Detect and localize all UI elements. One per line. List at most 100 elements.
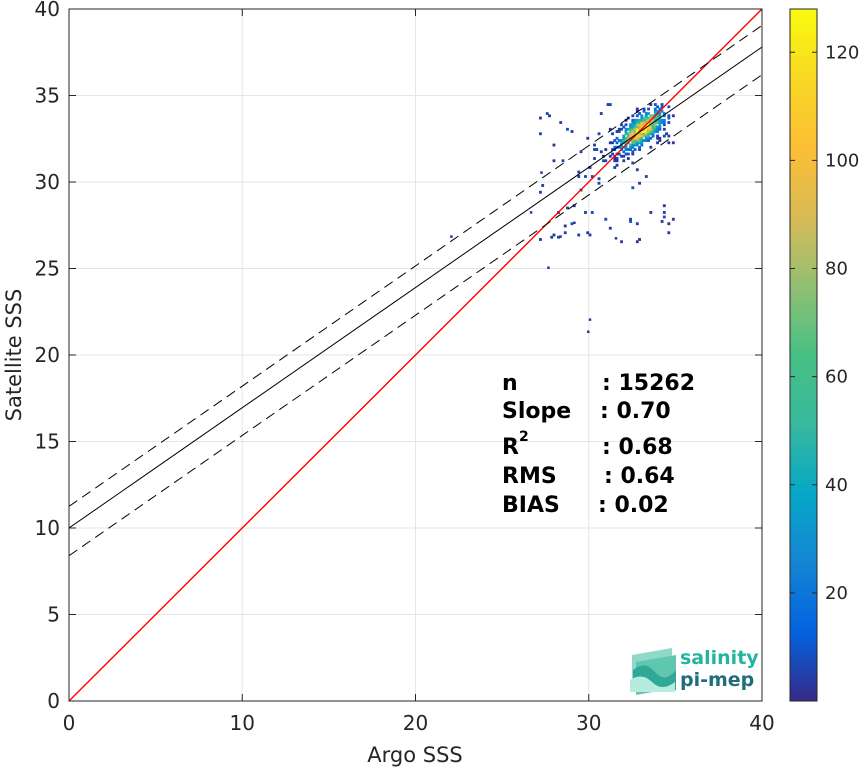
density-cell <box>599 112 603 115</box>
density-cell <box>635 121 639 124</box>
density-cell <box>611 141 614 145</box>
density-cell <box>640 114 644 118</box>
density-cell <box>656 125 659 129</box>
density-cell <box>584 175 587 178</box>
y-tick-label: 35 <box>35 84 60 108</box>
density-cell <box>658 121 662 124</box>
density-cell <box>620 127 623 131</box>
density-cell <box>631 114 635 118</box>
density-cell <box>651 123 655 127</box>
density-cell <box>572 204 576 208</box>
y-tick-label: 40 <box>35 0 60 21</box>
density-cell <box>539 190 542 194</box>
density-cell <box>597 177 601 181</box>
density-cell <box>631 132 635 136</box>
x-tick-label: 0 <box>63 711 76 735</box>
salinity-pimep-logo: salinity pi-mep <box>630 647 759 695</box>
y-tick-labels: 0 5 10 15 20 25 30 35 40 <box>35 0 60 713</box>
density-cell <box>617 130 621 133</box>
x-axis-title: Argo SSS <box>367 743 462 767</box>
density-cell <box>656 134 659 138</box>
density-cell <box>552 159 556 163</box>
density-cell <box>644 132 648 136</box>
density-cell <box>633 141 637 145</box>
density-cell <box>658 139 662 142</box>
density-cell <box>662 204 666 208</box>
density-cell <box>611 152 614 156</box>
density-cell <box>660 103 664 106</box>
density-cells <box>450 103 675 334</box>
density-cell <box>656 127 659 131</box>
density-cell <box>604 217 608 221</box>
density-cell <box>656 109 659 113</box>
stats-box: n : 15262 Slope : 0.70 R 2 : 0.68 RMS : … <box>502 371 695 518</box>
density-cell <box>647 139 650 142</box>
density-cell <box>561 159 565 163</box>
density-cell <box>631 141 635 145</box>
density-cell <box>631 150 635 154</box>
density-cell <box>622 134 626 138</box>
density-cell <box>633 148 637 151</box>
density-cell <box>611 148 614 151</box>
density-cell <box>552 233 556 237</box>
density-cell <box>588 166 592 169</box>
density-cell <box>667 231 671 235</box>
density-cell <box>635 107 639 111</box>
density-cell <box>622 136 626 140</box>
density-cell <box>595 148 599 151</box>
y-tick-label: 25 <box>35 257 60 281</box>
density-cell <box>658 118 662 122</box>
density-cell <box>640 141 644 145</box>
density-cell <box>624 139 628 142</box>
density-cell <box>631 161 635 165</box>
density-cell <box>629 143 632 147</box>
density-cell <box>658 107 662 111</box>
density-cell <box>638 121 641 124</box>
density-cell <box>642 121 646 124</box>
density-cell <box>638 123 641 127</box>
density-cell <box>649 145 653 149</box>
density-cell <box>656 114 659 118</box>
outlier-cell <box>450 235 453 238</box>
density-cell <box>656 118 659 122</box>
density-cell <box>640 123 644 127</box>
density-cell <box>653 127 657 131</box>
outlier-cell <box>588 318 592 321</box>
density-cell <box>660 220 664 223</box>
density-cell <box>635 123 639 127</box>
density-cell <box>638 132 641 136</box>
density-cell <box>631 118 635 122</box>
density-cell <box>631 134 635 138</box>
density-cell <box>633 130 637 133</box>
density-cell <box>624 136 628 140</box>
density-cell <box>649 121 653 124</box>
density-cell <box>588 233 592 237</box>
density-cell <box>635 141 639 145</box>
density-cell <box>586 136 590 140</box>
density-cell <box>615 157 619 160</box>
density-cell <box>642 107 646 111</box>
density-cell <box>638 238 641 241</box>
density-cell <box>613 157 617 160</box>
density-cell <box>615 136 619 140</box>
density-cell <box>667 105 671 109</box>
density-cell <box>626 152 630 156</box>
density-cell <box>644 112 648 115</box>
density-cell <box>604 148 608 151</box>
density-cell <box>649 132 653 136</box>
density-cell <box>640 132 644 136</box>
density-cell <box>635 130 639 133</box>
density-cell <box>640 130 644 133</box>
density-cell <box>651 125 655 129</box>
density-cell <box>642 118 646 122</box>
density-cell <box>577 170 581 174</box>
density-cell <box>638 136 641 140</box>
density-cell <box>647 132 650 136</box>
colorbar-tick-label: 20 <box>825 583 848 604</box>
density-cell <box>662 121 666 124</box>
density-cell <box>631 130 635 133</box>
identity-line <box>69 9 762 701</box>
density-cell <box>620 141 623 145</box>
density-cell <box>590 211 594 214</box>
density-cell <box>635 125 639 129</box>
